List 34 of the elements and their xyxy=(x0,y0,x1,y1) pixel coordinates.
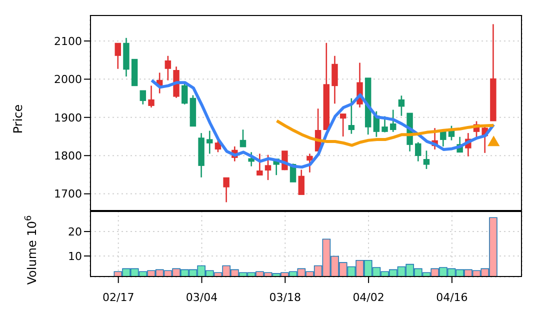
x-tick-label: 03/18 xyxy=(269,290,301,304)
y-tick-label: 2100 xyxy=(54,34,82,48)
candlestick xyxy=(340,113,346,138)
candlestick xyxy=(306,153,313,174)
candlestick xyxy=(214,140,222,153)
y-axis-title: Price xyxy=(11,104,25,134)
candlestick xyxy=(382,116,388,133)
candlestick xyxy=(164,55,172,81)
y-tick-label: 20 xyxy=(68,225,82,238)
candlestick xyxy=(264,154,272,181)
candlestick xyxy=(240,128,246,148)
candlestick xyxy=(256,153,263,176)
candlestick xyxy=(148,85,154,108)
candlestick xyxy=(423,150,430,170)
candlestick xyxy=(298,169,304,196)
x-tick-label: 04/16 xyxy=(436,290,468,304)
candlestick xyxy=(415,142,422,162)
x-tick-label: 02/17 xyxy=(102,290,134,304)
y-tick-label: 1700 xyxy=(54,188,82,201)
candlestick xyxy=(223,177,230,203)
candlestick xyxy=(332,55,338,104)
candlestick xyxy=(114,42,122,70)
candlestick xyxy=(348,98,355,134)
candlestick xyxy=(390,109,396,133)
candlestick xyxy=(398,94,405,117)
candlestick xyxy=(140,90,146,106)
y-tick-label: 2000 xyxy=(54,73,82,86)
y-tick-label: 1900 xyxy=(54,111,82,124)
y-tick-label: 10 xyxy=(68,250,82,263)
line-series xyxy=(150,78,496,169)
candlestick xyxy=(206,130,213,154)
x-tick-label: 03/04 xyxy=(186,290,218,304)
x-tick-label: 04/02 xyxy=(352,290,384,304)
y-tick-label: 1800 xyxy=(54,150,82,163)
